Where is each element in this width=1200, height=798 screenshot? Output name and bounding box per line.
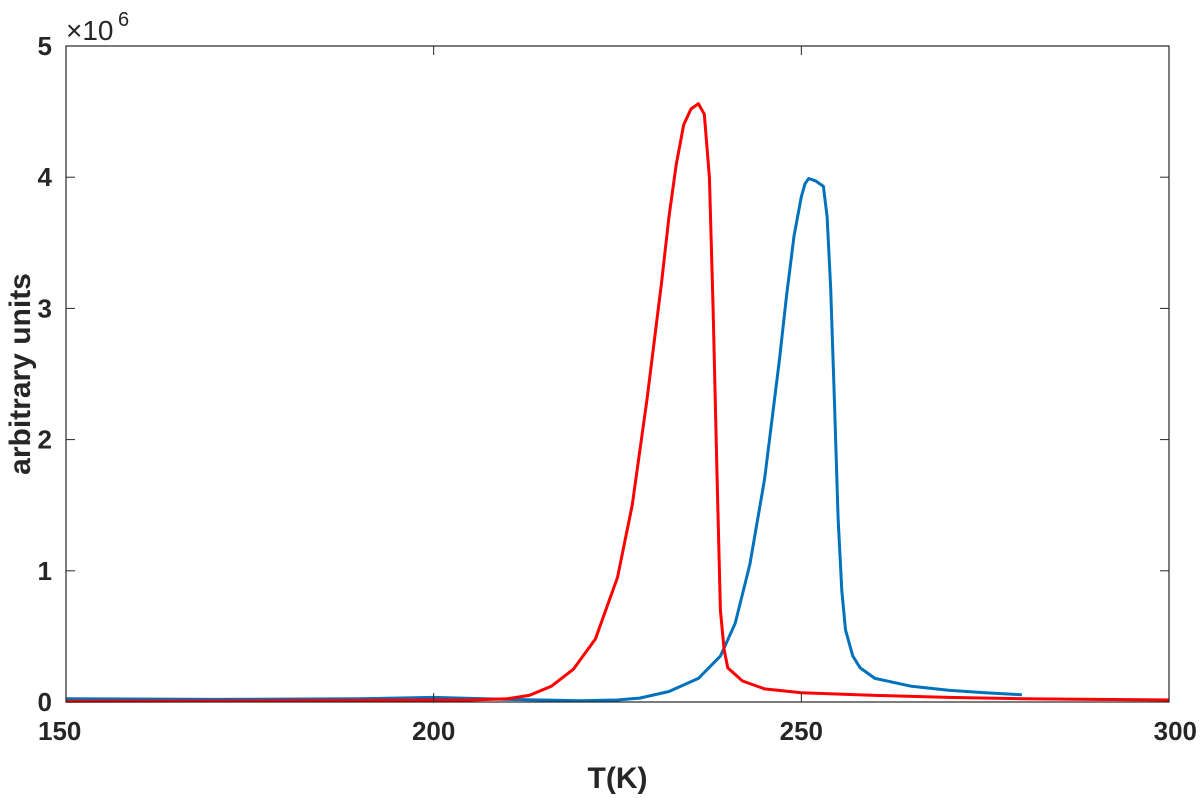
y-tick-label: 1 bbox=[38, 556, 52, 586]
x-tick-label: 250 bbox=[780, 716, 823, 746]
y-tick-label: 3 bbox=[38, 293, 52, 323]
x-tick-label: 300 bbox=[1154, 716, 1197, 746]
y-multiplier-base: ×10 bbox=[66, 15, 114, 46]
y-axis-multiplier: ×10 6 bbox=[66, 9, 129, 46]
y-tick-label: 5 bbox=[38, 31, 52, 61]
y-multiplier-exponent: 6 bbox=[118, 9, 129, 31]
x-tick-label: 150 bbox=[38, 716, 81, 746]
x-axis-label: T(K) bbox=[588, 762, 648, 795]
series-line-1 bbox=[65, 177, 1022, 703]
y-tick-label: 4 bbox=[38, 162, 53, 192]
series-layer bbox=[65, 102, 1170, 703]
plot-area bbox=[66, 46, 1169, 702]
y-axis-label: arbitrary units bbox=[4, 273, 37, 475]
y-tick-label: 2 bbox=[38, 425, 52, 455]
series-line-2 bbox=[65, 102, 1170, 703]
x-tick-label: 200 bbox=[412, 716, 455, 746]
axes-box bbox=[65, 45, 1170, 703]
y-tick-label: 0 bbox=[38, 687, 52, 717]
